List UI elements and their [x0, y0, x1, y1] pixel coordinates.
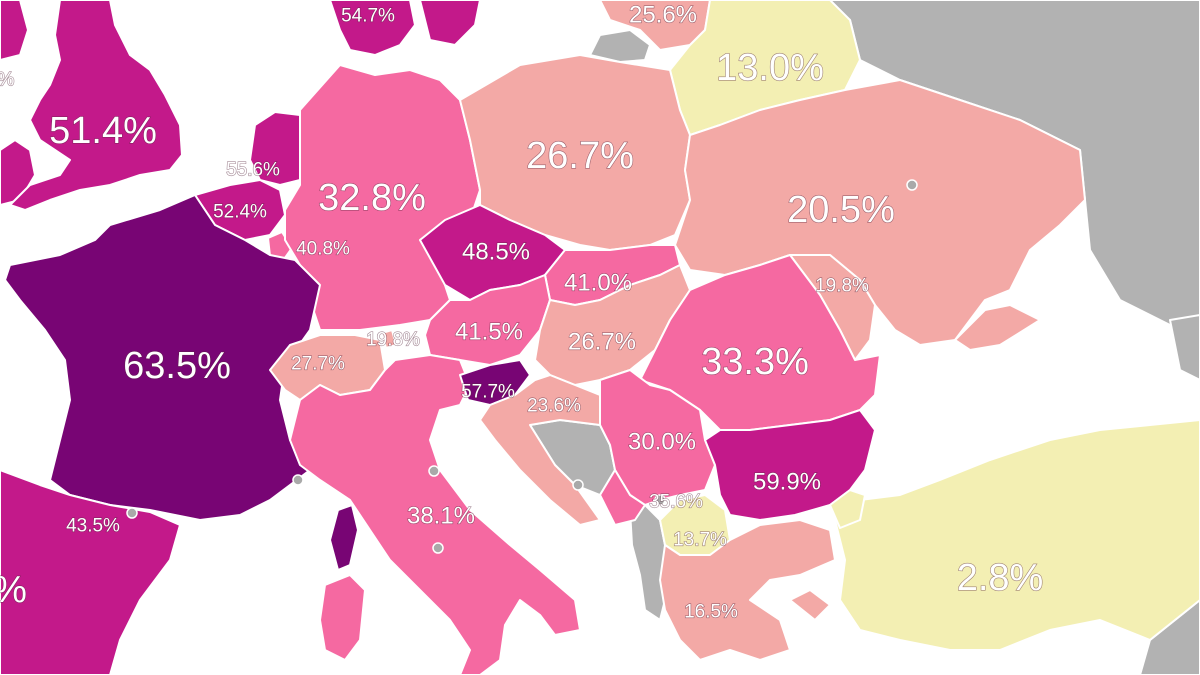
region-serbia — [599, 369, 716, 506]
region-denmark — [329, 0, 416, 56]
city-marker — [126, 507, 138, 519]
region-croatia — [479, 374, 601, 526]
region-crimea — [954, 304, 1041, 351]
label-denmark: 54.7% — [341, 6, 395, 27]
region-georgia — [1169, 314, 1200, 381]
region-iceland-partial — [0, 0, 29, 61]
label-belgium: 52.4% — [213, 202, 267, 223]
label-united-kingdom: 51.4% — [49, 110, 157, 152]
region-liechtenstein — [381, 329, 397, 349]
region-greek-islands — [789, 589, 831, 621]
label-bulgaria: 59.9% — [753, 469, 821, 496]
label-montenegro: 35.6% — [649, 492, 703, 513]
region-sardinia — [319, 574, 366, 661]
region-bulgaria — [704, 409, 876, 521]
region-sweden — [419, 0, 481, 46]
region-turkey — [834, 419, 1200, 651]
label-croatia: 23.6% — [527, 396, 581, 417]
label-spain: 43.5% — [66, 516, 120, 537]
label-switzerland: 27.7% — [291, 354, 345, 375]
label-iceland-partial: % — [0, 70, 15, 91]
city-marker — [428, 465, 440, 477]
label-romania: 33.3% — [701, 341, 809, 383]
city-marker — [292, 474, 304, 486]
label-serbia: 30.0% — [628, 429, 696, 456]
label-belarus: 13.0% — [716, 47, 824, 89]
label-lithuania: 25.6% — [629, 2, 697, 29]
label-austria: 41.5% — [455, 319, 523, 346]
label-france: 63.5% — [123, 345, 231, 387]
region-montenegro — [599, 469, 646, 526]
label-slovenia: 57.7% — [461, 382, 515, 403]
city-marker — [906, 179, 918, 191]
label-liechtenstein: 19.8% — [366, 330, 420, 351]
label-slovakia: 41.0% — [564, 270, 632, 297]
city-marker — [572, 479, 584, 491]
label-luxembourg: 40.8% — [296, 239, 350, 260]
label-poland: 26.7% — [526, 135, 634, 177]
label-czechia: 48.5% — [462, 239, 530, 266]
region-turkey-thrace — [829, 489, 866, 529]
label-north-macedonia: 13.7% — [673, 530, 727, 551]
region-italy — [289, 354, 581, 675]
region-greece — [659, 519, 836, 661]
region-corsica — [329, 504, 359, 571]
region-ukraine — [674, 79, 1086, 346]
region-romania — [639, 254, 881, 431]
label-germany: 32.8% — [318, 177, 426, 219]
label-italy: 38.1% — [407, 503, 475, 530]
region-united-kingdom — [9, 0, 183, 211]
region-spain — [0, 469, 181, 675]
city-marker — [654, 494, 666, 506]
region-slovenia — [459, 359, 531, 406]
label-ukraine: 20.5% — [787, 189, 895, 231]
label-netherlands: 55.6% — [226, 160, 280, 181]
label-greece: 16.5% — [684, 602, 738, 623]
label-hungary: 26.7% — [568, 329, 636, 356]
city-marker — [432, 542, 444, 554]
label-moldova: 19.8% — [815, 276, 869, 297]
label-portugal-partial: % — [0, 569, 27, 611]
label-turkey: 2.8% — [957, 557, 1044, 599]
